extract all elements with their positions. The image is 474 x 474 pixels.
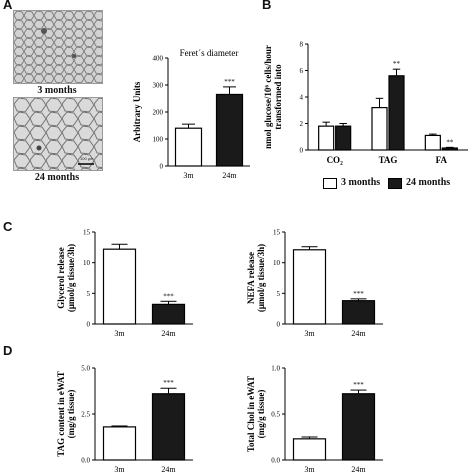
y-tick-label: 15 — [273, 229, 281, 237]
adipocyte-texture-24m — [14, 98, 102, 170]
x-tick-label: 3m — [114, 329, 125, 338]
nefa-release-chart: 0 5 10 15 NEFA release(μmol/g tissue/3h) 3m **… — [246, 229, 383, 338]
y-axis-label-line: Glycerol release — [56, 247, 66, 308]
bar — [341, 300, 376, 325]
chart-title: Feret´s diameter — [180, 48, 239, 58]
y-tick-label: 0.0 — [81, 457, 90, 465]
x-tick-label: 3m — [183, 171, 194, 180]
glucose-metabolism-chart: 0 2 4 6 8 nmol glucose/10⁶ cells/hourtransfor… — [263, 41, 468, 165]
y-tick-label: 4 — [300, 94, 304, 102]
bar — [292, 438, 327, 461]
bar — [441, 147, 458, 151]
tag-content-chart: 0.0 2.5 5.0 TAG content in eWAT(mg/g tissue… — [56, 365, 193, 474]
adipocyte-texture-3m — [14, 11, 102, 83]
panel-letter-a: A — [3, 0, 13, 12]
panel-letter-d: D — [3, 343, 13, 358]
glycerol-release-chart: 0 5 10 15 Glycerol release(μmol/g tissue/3h)… — [56, 229, 193, 338]
significance-label: *** — [353, 381, 364, 389]
y-tick-label: 1.0 — [271, 365, 280, 373]
y-tick-label: 5 — [277, 290, 281, 298]
total-chol-chart: 0.0 0.5 1.0 Total Chol in eWAT(mg/g tissue)… — [246, 365, 383, 474]
significance-label: *** — [224, 78, 235, 86]
significance-label: *** — [353, 290, 364, 298]
x-tick-label: CO₂ — [327, 155, 344, 165]
micrograph-label-24-months: 24 months — [34, 172, 80, 183]
x-tick-label: 3m — [304, 465, 315, 474]
legend-swatch-3-months — [323, 178, 337, 189]
bar — [318, 125, 335, 151]
y-tick-label: 15 — [83, 229, 91, 237]
bar — [215, 93, 244, 167]
y-tick-label: 0 — [160, 163, 164, 171]
y-axis-label-line: (mg/g tissue) — [256, 390, 266, 439]
y-axis-label-line: (mg/g tissue) — [66, 390, 76, 439]
x-tick-label: 3m — [304, 329, 315, 338]
y-axis-label-line: TAG content in eWAT — [56, 371, 66, 456]
significance-label: ** — [393, 60, 401, 68]
bar — [102, 248, 137, 325]
x-tick-label: FA — [436, 155, 448, 165]
scale-bar-label: 100 µm — [80, 156, 94, 161]
y-tick-label: 0.0 — [271, 457, 280, 465]
bar — [424, 134, 441, 151]
bar — [341, 393, 376, 461]
x-tick-label: TAG — [379, 155, 398, 165]
y-tick-label: 5.0 — [81, 365, 90, 373]
bar — [151, 393, 186, 461]
y-tick-label: 8 — [300, 41, 304, 49]
x-tick-label: 24m — [161, 465, 176, 474]
legend-swatch-24-months — [388, 178, 402, 189]
y-tick-label: 2 — [300, 120, 304, 128]
x-tick-label: 3m — [114, 465, 125, 474]
y-axis-label: Glycerol release(μmol/g tissue/3h) — [56, 244, 76, 312]
y-tick-label: 400 — [153, 55, 164, 63]
y-tick-label: 0 — [87, 321, 91, 329]
y-axis-label: TAG content in eWAT(mg/g tissue) — [56, 371, 76, 456]
y-axis-label-line: NEFA release — [246, 252, 256, 304]
significance-label: ** — [446, 138, 454, 146]
y-tick-label: 0 — [277, 321, 281, 329]
bar — [151, 303, 186, 325]
micrograph-label-3-months: 3 months — [37, 85, 77, 96]
y-tick-label: 10 — [273, 259, 281, 267]
bar — [292, 249, 327, 325]
y-tick-label: 200 — [153, 109, 164, 117]
y-tick-label: 5 — [87, 290, 91, 298]
x-tick-label: 24m — [351, 329, 366, 338]
legend-label-3-months: 3 months — [341, 177, 381, 188]
bar — [174, 127, 203, 167]
x-tick-label: 24m — [351, 465, 366, 474]
x-tick-label: 24m — [161, 329, 176, 338]
y-tick-label: 0 — [300, 147, 304, 155]
y-axis-label: nmol glucose/10⁶ cells/hourtransformed i… — [263, 45, 283, 149]
y-axis-label: Arbitrary Units — [132, 81, 142, 142]
feret-diameter-chart: 0 100 200 300 400 Arbitrary Units Feret´s diam… — [132, 48, 250, 180]
panel-letter-b: B — [262, 0, 272, 12]
legend-label-24-months: 24 months — [406, 177, 451, 188]
y-tick-label: 6 — [300, 67, 304, 75]
y-tick-label: 10 — [83, 259, 91, 267]
micrograph-24-months: 100 µm — [13, 97, 103, 171]
y-tick-label: 2.5 — [81, 411, 90, 419]
y-axis-label-line: transformed into — [273, 64, 283, 130]
y-axis-label-line: nmol glucose/10⁶ cells/hour — [263, 45, 273, 149]
y-tick-label: 300 — [153, 82, 164, 90]
y-axis-label-line: Total Chol in eWAT — [246, 376, 256, 452]
panel-letter-c: C — [3, 219, 13, 234]
y-axis-label-line: (μmol/g tissue/3h) — [256, 244, 266, 312]
bar — [388, 75, 405, 151]
y-tick-label: 0.5 — [271, 411, 280, 419]
y-axis-label: Total Chol in eWAT(mg/g tissue) — [246, 376, 266, 452]
significance-label: *** — [163, 379, 174, 387]
bar — [335, 125, 352, 151]
significance-label: *** — [163, 292, 174, 300]
x-tick-label: 24m — [222, 171, 237, 180]
bar — [102, 426, 137, 461]
y-axis-label: NEFA release(μmol/g tissue/3h) — [246, 244, 266, 312]
micrograph-3-months — [13, 10, 103, 84]
bar — [371, 106, 388, 151]
y-axis-label-line: (μmol/g tissue/3h) — [66, 244, 76, 312]
y-tick-label: 100 — [153, 136, 164, 144]
